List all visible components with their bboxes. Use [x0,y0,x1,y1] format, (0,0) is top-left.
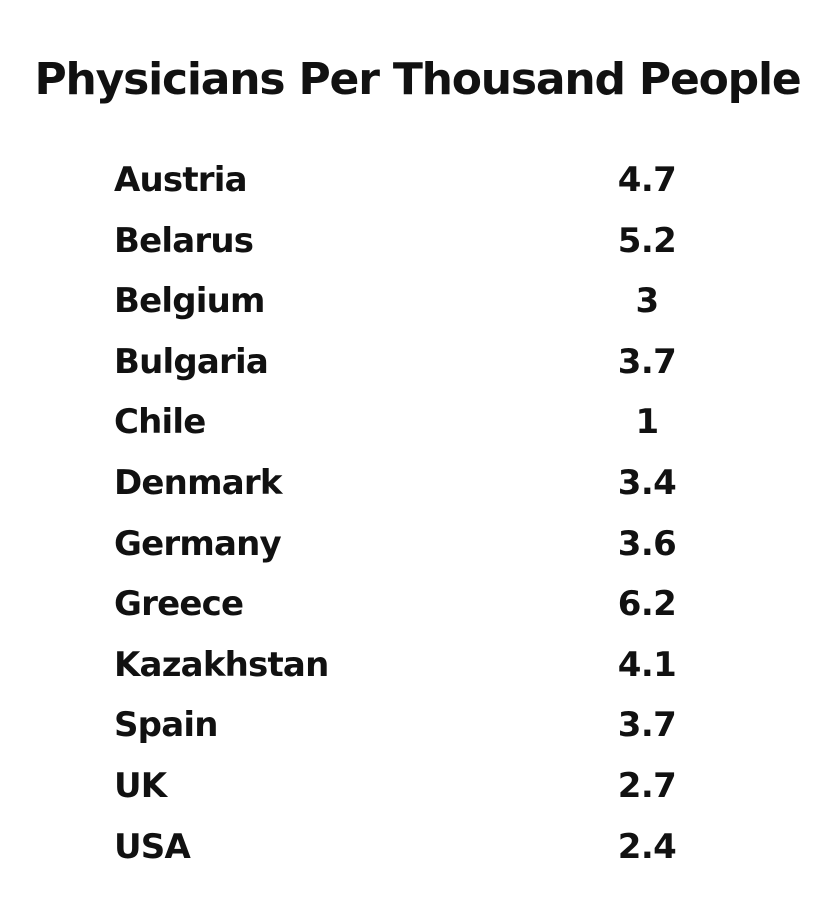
physicians-value: 3 [635,281,659,322]
country-name: Belarus [114,220,254,261]
physicians-value: 5.2 [617,220,677,261]
table-row: UK 2.7 [0,758,835,819]
country-name: Bulgaria [114,341,269,382]
table-row: Spain 3.7 [0,697,835,758]
country-name: Germany [114,523,282,564]
country-name: Austria [114,160,248,200]
table-row: Greece 6.2 [0,576,835,637]
table-row: Kazakhstan 4.1 [0,637,835,698]
physicians-value: 1 [635,402,659,443]
country-name: Belgium [114,281,265,322]
table-row: Austria 4.7 [0,152,835,213]
country-name: Greece [114,584,244,625]
country-name: Kazakhstan [114,644,329,685]
table-row: Bulgaria 3.7 [0,334,835,395]
physicians-value: 3.6 [617,523,677,564]
table-row: Chile 1 [0,394,835,455]
physicians-value: 2.7 [617,765,677,806]
data-table: Austria 4.7 Belarus 5.2 Belgium 3 Bulgar… [0,152,835,879]
physicians-value: 4.1 [617,644,677,685]
physicians-value: 2.4 [617,826,677,867]
page-title: Physicians Per Thousand People [34,54,802,105]
country-name: Denmark [114,462,282,503]
country-name: Chile [114,402,206,443]
table-row: Belarus 5.2 [0,213,835,274]
table-row: Belgium 3 [0,273,835,334]
physicians-value: 3.7 [617,705,677,746]
physicians-value: 3.7 [617,341,677,382]
table-row: Germany 3.6 [0,516,835,577]
country-name: Spain [114,705,218,746]
physicians-value: 4.7 [617,160,677,200]
country-name: USA [114,826,191,867]
table-row: USA 2.4 [0,819,835,880]
country-name: UK [114,765,167,806]
table-row: Denmark 3.4 [0,455,835,516]
physicians-value: 6.2 [617,584,677,625]
physicians-value: 3.4 [617,462,677,503]
